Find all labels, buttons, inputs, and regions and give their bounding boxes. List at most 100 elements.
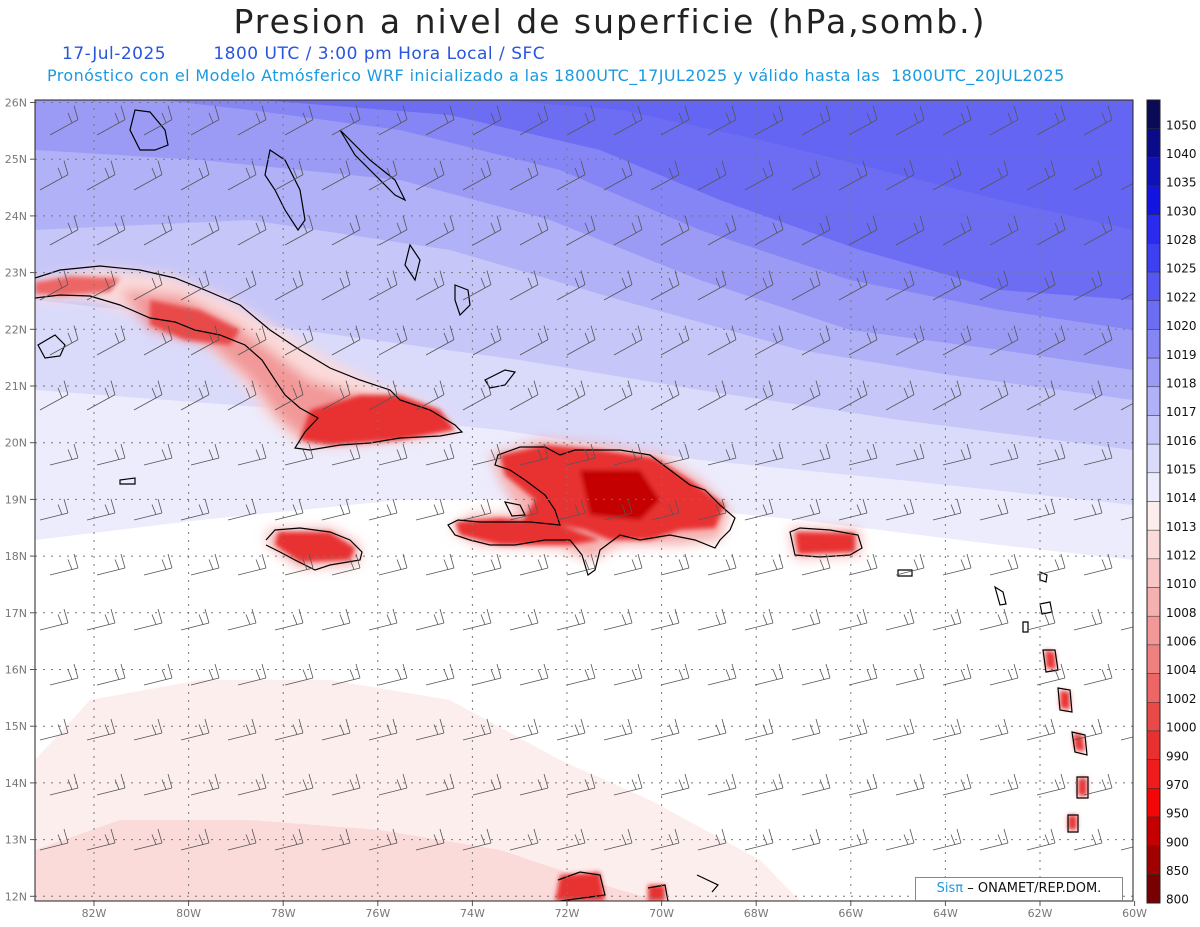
wind-barb: [368, 498, 398, 521]
colorbar-label: 1012: [1166, 549, 1197, 563]
colorbar-swatch: [1146, 816, 1161, 846]
colorbar-swatch: [1146, 529, 1161, 560]
wind-barb: [39, 828, 69, 851]
wind-barb: [274, 718, 304, 741]
wind-barb: [1083, 325, 1113, 356]
wind-barb: [284, 773, 314, 796]
wind-barb: [885, 498, 915, 521]
lon-tick-label: 70W: [649, 907, 674, 920]
wind-barb: [791, 498, 821, 521]
wind-barb: [425, 663, 455, 686]
wind-barb: [284, 325, 314, 356]
wind-barb: [932, 380, 962, 411]
wind-barb: [49, 663, 79, 686]
wind-barb: [707, 105, 737, 136]
wind-barb: [707, 443, 737, 466]
wind-barb: [989, 663, 1019, 686]
wind-barb: [566, 215, 596, 246]
wind-barb: [791, 828, 821, 851]
wind-barb: [932, 270, 962, 301]
wind-barb: [378, 773, 408, 796]
wind-barb: [180, 828, 210, 851]
wind-barb: [1120, 292, 1133, 301]
wind-barb: [237, 773, 267, 796]
colorbar-label: 1006: [1166, 635, 1197, 649]
wind-barb: [697, 380, 727, 411]
time-label: 1800 UTC / 3:00 pm Hora Local / SFC: [213, 44, 546, 64]
wind-barb: [744, 608, 774, 631]
credit-text: – ONAMET/REP.DOM.: [967, 881, 1102, 896]
wind-barb: [415, 718, 445, 741]
wind-barb: [519, 663, 549, 686]
wind-barb: [415, 828, 445, 851]
wind-barb: [143, 443, 173, 466]
wind-barb: [133, 160, 163, 191]
wind-barb: [744, 380, 774, 411]
axis-ticks: 26N 25N 24N 23N 22N 21N 20N 19N 18N 17N 16N 15N 14N 1…: [5, 97, 1147, 921]
wind-barb: [895, 443, 925, 466]
wind-barb: [650, 160, 680, 191]
wind-barb: [848, 443, 878, 466]
wind-barb: [133, 380, 163, 411]
wind-barb: [744, 828, 774, 851]
colorbar-swatch: [1146, 615, 1161, 646]
wind-barb: [378, 663, 408, 686]
wind-barb: [660, 443, 690, 466]
wind-barb: [754, 105, 784, 136]
colorbar: 1050 1040 1035 1030 1028 1025 1022 1020 1019 1018…: [1146, 99, 1197, 907]
wind-barb: [227, 498, 257, 521]
lat-tick-label: 20N: [5, 437, 27, 450]
colorbar-label: 1014: [1166, 491, 1197, 505]
wind-barb: [425, 325, 455, 356]
wind-barb: [1026, 718, 1056, 741]
wind-barb: [1026, 380, 1056, 411]
wind-barb: [697, 270, 727, 301]
wind-barb: [180, 160, 210, 191]
colorbar-swatch: [1146, 759, 1161, 789]
colorbar-swatch: [1146, 271, 1161, 302]
colorbar-label: 1008: [1166, 606, 1197, 620]
wind-barb: [49, 325, 79, 356]
wind-barb: [885, 608, 915, 631]
colorbar-swatch: [1146, 874, 1161, 904]
wind-barb: [96, 105, 126, 136]
wind-barb: [707, 663, 737, 686]
colorbar-label: 1040: [1166, 147, 1197, 161]
wind-barb: [378, 553, 408, 576]
wind-barb: [885, 270, 915, 301]
colorbar-swatch: [1146, 415, 1161, 445]
wind-barb: [96, 215, 126, 246]
wind-barb: [321, 608, 351, 631]
wind-barb: [415, 380, 445, 411]
wind-barb: [848, 215, 878, 246]
wind-barb: [284, 215, 314, 246]
wind-barb: [462, 270, 492, 301]
wind-barb: [368, 160, 398, 191]
wind-barb: [509, 828, 539, 851]
wind-barb: [321, 828, 351, 851]
wind-barb: [603, 828, 633, 851]
wind-barb: [519, 553, 549, 576]
colorbar-swatch: [1146, 587, 1161, 617]
wind-barb: [1036, 215, 1066, 246]
wind-barb: [660, 773, 690, 796]
wind-barb: [415, 160, 445, 191]
wind-barb: [190, 663, 220, 686]
wind-barb: [942, 443, 972, 466]
wind-barb: [848, 325, 878, 356]
wind-barb: [86, 380, 116, 411]
wind-barb: [556, 498, 586, 521]
wind-barb: [368, 608, 398, 631]
wind-barb: [462, 608, 492, 631]
wind-barb: [519, 105, 549, 136]
colorbar-swatch: [1146, 472, 1161, 502]
wind-barb: [1083, 105, 1113, 136]
wind-barb: [1073, 498, 1103, 521]
wind-barb: [96, 443, 126, 466]
wind-barb: [942, 105, 972, 136]
wind-barb: [942, 663, 972, 686]
wind-barb: [801, 553, 831, 576]
wind-barb: [86, 160, 116, 191]
wind-barb: [86, 498, 116, 521]
pressure-field: [35, 100, 1133, 901]
